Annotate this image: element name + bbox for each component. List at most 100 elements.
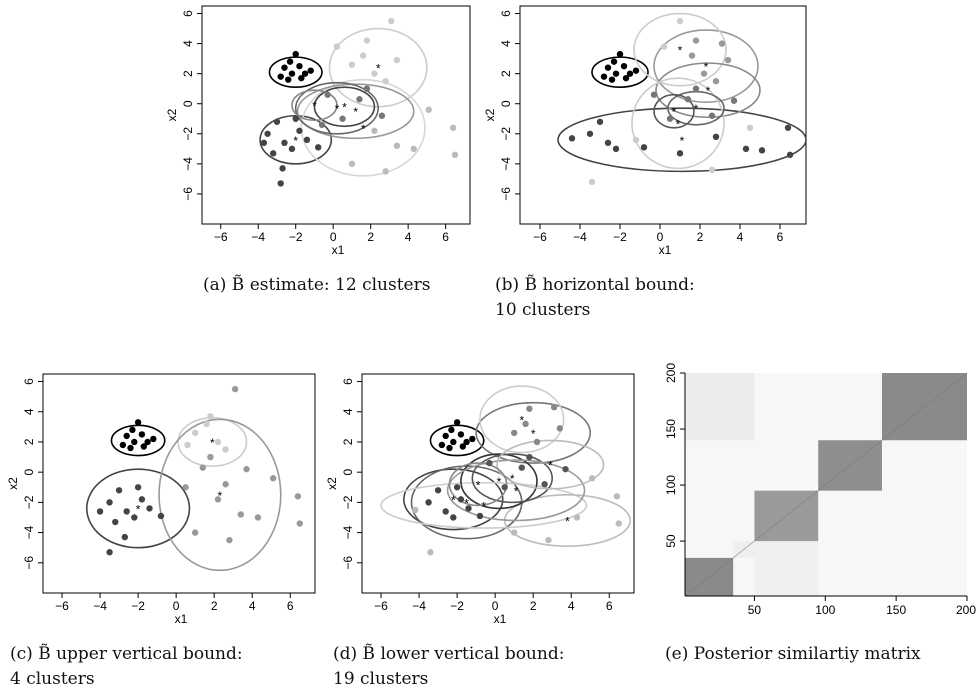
data-point — [106, 499, 113, 506]
y-tick-label: 50 — [664, 534, 678, 548]
y-tick-label: 6 — [181, 10, 195, 17]
data-point — [632, 67, 640, 74]
cluster-center-marker: * — [706, 84, 711, 98]
data-point — [157, 512, 165, 520]
caption-c-line1: (c) B̃ upper vertical bound: — [10, 644, 243, 664]
data-point — [442, 508, 449, 515]
data-point — [393, 142, 401, 150]
data-point — [708, 112, 716, 119]
data-point — [146, 505, 153, 512]
heatmap-band — [754, 541, 819, 596]
data-point — [363, 85, 371, 92]
y-tick-label: 2 — [181, 70, 195, 77]
data-point — [138, 496, 146, 503]
cluster-ellipse — [653, 29, 759, 104]
data-point — [214, 496, 222, 503]
data-point — [388, 17, 395, 25]
data-point — [412, 506, 419, 514]
data-point — [459, 443, 467, 450]
data-point — [448, 426, 455, 434]
x-tick-label: −4 — [573, 230, 587, 244]
data-point — [450, 438, 457, 446]
data-point — [450, 514, 457, 521]
data-point — [453, 484, 461, 491]
data-point — [184, 441, 191, 449]
data-point — [106, 549, 113, 556]
cluster-center-marker: * — [548, 459, 553, 473]
x-tick-label: 2 — [697, 230, 704, 244]
x-tick-label: −2 — [450, 599, 464, 613]
data-point — [226, 536, 233, 544]
data-point — [288, 145, 296, 153]
data-point — [438, 441, 446, 449]
cluster-center-marker: * — [514, 484, 519, 498]
caption-b-line1: (b) B̃ horizontal bound: — [495, 275, 695, 295]
x-tick-label: 4 — [737, 230, 744, 244]
cluster-center-marker: * — [353, 105, 358, 119]
x-axis-label: x1 — [659, 243, 672, 257]
data-point — [501, 484, 508, 491]
data-point — [129, 426, 136, 434]
data-point — [427, 549, 434, 556]
data-point — [568, 135, 576, 142]
data-point — [123, 508, 130, 515]
y-axis-label: x2 — [483, 108, 497, 121]
data-point — [573, 514, 581, 521]
data-point — [363, 37, 371, 44]
plot-frame — [201, 5, 471, 225]
x-tick-label: 2 — [530, 599, 537, 613]
data-point — [222, 481, 229, 488]
data-point — [285, 76, 292, 83]
data-point — [288, 70, 296, 77]
data-point — [296, 520, 303, 527]
cluster-ellipse — [475, 401, 592, 464]
cluster-center-marker: * — [293, 134, 298, 148]
data-point — [254, 514, 262, 521]
y-tick-label: −4 — [499, 157, 513, 171]
x-tick-label: 4 — [568, 599, 575, 613]
y-tick-label: 0 — [499, 100, 513, 107]
data-point — [292, 50, 299, 58]
data-point — [610, 58, 618, 65]
data-point — [277, 180, 284, 187]
data-point — [425, 106, 432, 113]
data-point — [382, 77, 389, 85]
y-tick-label: −6 — [499, 187, 513, 201]
x-tick-label: 4 — [405, 230, 412, 244]
data-point — [144, 438, 151, 446]
data-point — [457, 431, 465, 438]
x-tick-label: 100 — [815, 603, 835, 617]
data-point — [237, 511, 245, 518]
y-axis-label: x2 — [325, 477, 339, 490]
data-point — [526, 405, 533, 412]
data-point — [615, 520, 622, 527]
data-point — [260, 139, 268, 147]
cluster-center-marker: * — [481, 499, 486, 513]
data-point — [333, 43, 341, 50]
x-tick-label: −6 — [214, 230, 228, 244]
data-point — [207, 453, 214, 461]
cluster-center-marker: * — [565, 515, 570, 529]
cluster-ellipse — [448, 462, 508, 507]
x-tick-label: −4 — [412, 599, 426, 613]
data-point — [359, 52, 367, 59]
x-tick-label: −2 — [131, 599, 145, 613]
data-point — [134, 484, 142, 491]
data-point — [203, 420, 210, 428]
cluster-ellipse — [471, 453, 554, 504]
y-tick-label: −6 — [341, 556, 355, 570]
y-tick-label: −2 — [499, 127, 513, 141]
y-tick-label: −4 — [341, 525, 355, 539]
caption-d-line2: 19 clusters — [333, 669, 429, 689]
cluster-center-marker: * — [497, 475, 502, 489]
data-point — [463, 438, 470, 446]
data-point — [314, 144, 322, 151]
data-point — [692, 37, 700, 44]
data-point — [243, 465, 250, 473]
data-point — [586, 130, 594, 137]
x-tick-label: 6 — [606, 599, 613, 613]
data-point — [746, 124, 754, 131]
x-tick-label: 2 — [367, 230, 374, 244]
